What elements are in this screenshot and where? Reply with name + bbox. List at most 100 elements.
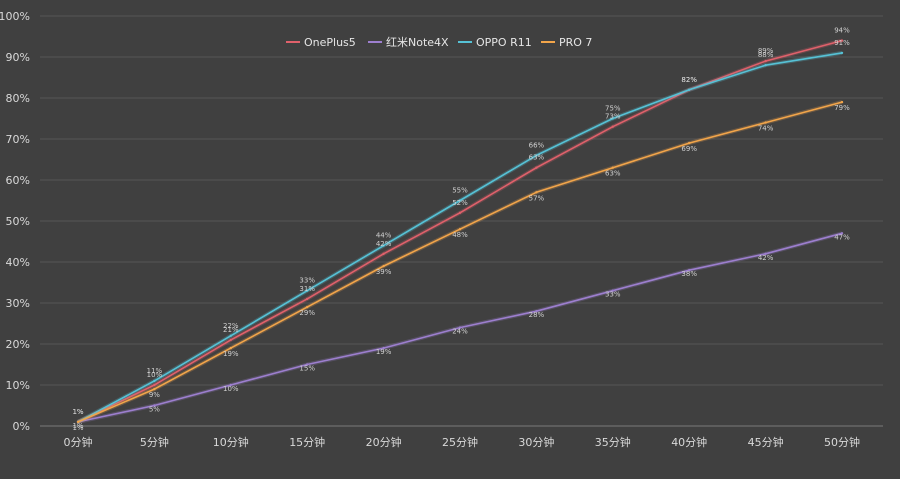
gridlines bbox=[40, 15, 883, 427]
legend-label: PRO 7 bbox=[559, 36, 592, 49]
data-point bbox=[306, 363, 309, 366]
data-label: 1% bbox=[72, 424, 83, 432]
y-tick-label: 0% bbox=[13, 420, 30, 433]
data-label: 55% bbox=[452, 187, 468, 195]
y-tick-label: 100% bbox=[0, 10, 30, 23]
legend-item-2: 红米Note4X bbox=[368, 36, 449, 49]
data-label: 33% bbox=[299, 277, 315, 285]
data-label: 48% bbox=[452, 231, 468, 239]
data-point bbox=[840, 51, 844, 55]
data-point bbox=[611, 289, 614, 292]
data-label: 73% bbox=[605, 113, 621, 121]
data-labels: 1%10%21%31%42%52%63%73%82%89%94%1%5%10%1… bbox=[72, 27, 850, 432]
data-point bbox=[306, 305, 309, 309]
data-point bbox=[382, 264, 385, 268]
y-tick-label: 50% bbox=[6, 215, 30, 228]
data-point bbox=[764, 59, 767, 63]
data-point bbox=[229, 383, 232, 387]
y-tick-label: 60% bbox=[6, 174, 30, 187]
data-point bbox=[535, 191, 538, 194]
y-tick-label: 40% bbox=[6, 256, 30, 269]
data-label: 44% bbox=[376, 232, 392, 240]
data-label: 1% bbox=[72, 408, 83, 416]
data-label: 42% bbox=[758, 254, 774, 262]
data-point bbox=[611, 125, 614, 128]
data-point bbox=[458, 199, 462, 202]
legend-item-4: PRO 7 bbox=[541, 36, 592, 49]
data-point bbox=[382, 252, 385, 255]
data-label: 10% bbox=[223, 385, 239, 393]
data-point bbox=[764, 252, 767, 255]
data-point bbox=[229, 346, 232, 350]
data-point bbox=[382, 244, 385, 247]
x-tick-label: 45分钟 bbox=[748, 435, 784, 449]
data-label: 19% bbox=[223, 350, 239, 358]
x-tick-label: 35分钟 bbox=[595, 435, 631, 449]
data-label: 29% bbox=[299, 309, 315, 317]
x-tick-label: 15分钟 bbox=[289, 435, 325, 449]
x-tick-label: 50分钟 bbox=[824, 435, 860, 449]
data-point bbox=[840, 39, 844, 42]
data-label: 19% bbox=[376, 348, 392, 356]
data-label: 15% bbox=[299, 365, 315, 373]
data-label: 63% bbox=[529, 154, 545, 162]
data-label: 57% bbox=[529, 194, 545, 202]
y-tick-label: 80% bbox=[6, 92, 30, 105]
data-label: 10% bbox=[147, 371, 163, 379]
data-point bbox=[229, 334, 232, 337]
data-label: 75% bbox=[605, 105, 621, 113]
y-tick-label: 30% bbox=[6, 297, 30, 310]
data-point bbox=[535, 310, 538, 313]
data-label: 66% bbox=[529, 141, 545, 149]
data-point bbox=[153, 404, 156, 407]
x-tick-label: 5分钟 bbox=[140, 435, 169, 449]
series-lines bbox=[76, 38, 844, 424]
data-point bbox=[306, 297, 309, 301]
data-point bbox=[229, 338, 232, 342]
data-label: 47% bbox=[834, 233, 850, 241]
data-label: 88% bbox=[758, 51, 774, 59]
data-point bbox=[764, 121, 767, 124]
data-point bbox=[764, 63, 767, 67]
y-axis-ticks: 0% 10% 20% 30% 40% 50% 60% 70% 80% 90% 100% bbox=[0, 10, 30, 433]
x-tick-label: 25分钟 bbox=[442, 435, 478, 449]
data-label: 24% bbox=[452, 328, 468, 336]
legend-label: OPPO R11 bbox=[476, 36, 532, 49]
legend-label: OnePlus5 bbox=[304, 36, 356, 49]
data-point bbox=[535, 166, 538, 169]
data-point bbox=[840, 232, 844, 235]
data-point bbox=[382, 346, 385, 350]
data-label: 1% bbox=[72, 408, 83, 416]
data-point bbox=[458, 326, 462, 329]
data-point bbox=[458, 211, 462, 214]
data-label: 21% bbox=[223, 326, 239, 334]
data-label: 82% bbox=[681, 76, 697, 84]
data-label: 28% bbox=[529, 311, 545, 319]
data-label: 9% bbox=[149, 391, 160, 399]
data-point bbox=[840, 100, 844, 104]
legend-item-3: OPPO R11 bbox=[458, 36, 532, 49]
data-point bbox=[611, 166, 614, 169]
x-tick-label: 40分钟 bbox=[671, 435, 707, 449]
data-point bbox=[688, 88, 691, 92]
x-tick-label: 20分钟 bbox=[366, 435, 402, 449]
data-label: 38% bbox=[681, 270, 697, 278]
data-point bbox=[535, 154, 538, 157]
legend-label: 红米Note4X bbox=[386, 36, 449, 49]
data-point bbox=[688, 141, 691, 145]
x-tick-label: 30分钟 bbox=[518, 435, 554, 449]
data-point bbox=[458, 228, 462, 231]
data-point bbox=[306, 289, 309, 292]
data-point bbox=[611, 117, 614, 120]
data-label: 42% bbox=[376, 240, 392, 248]
data-label: 63% bbox=[605, 170, 621, 178]
data-label: 31% bbox=[299, 285, 315, 293]
data-point bbox=[153, 383, 156, 387]
data-label: 52% bbox=[452, 199, 468, 207]
x-tick-label: 0分钟 bbox=[64, 435, 93, 449]
x-tick-label: 10分钟 bbox=[213, 435, 249, 449]
data-label: 33% bbox=[605, 291, 621, 299]
data-label: 79% bbox=[834, 104, 850, 112]
y-tick-label: 90% bbox=[6, 51, 30, 64]
y-tick-label: 70% bbox=[6, 133, 30, 146]
